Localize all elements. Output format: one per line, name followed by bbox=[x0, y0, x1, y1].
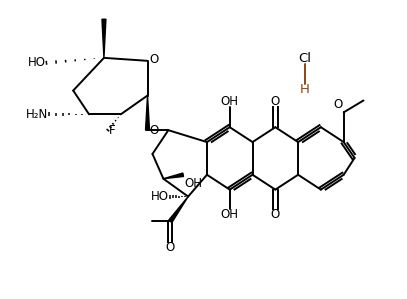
Text: OH: OH bbox=[221, 95, 239, 108]
Text: O: O bbox=[271, 95, 280, 108]
Text: O: O bbox=[271, 208, 280, 222]
Text: F: F bbox=[109, 124, 116, 137]
Text: HO: HO bbox=[28, 56, 46, 69]
Text: HO: HO bbox=[151, 190, 169, 203]
Text: H₂N: H₂N bbox=[26, 108, 48, 121]
Text: OH: OH bbox=[221, 208, 239, 222]
Text: O: O bbox=[166, 241, 175, 254]
Polygon shape bbox=[163, 173, 184, 179]
Text: H: H bbox=[300, 83, 310, 96]
Text: O: O bbox=[333, 98, 343, 111]
Text: O: O bbox=[149, 124, 159, 137]
Text: OH: OH bbox=[184, 177, 202, 190]
Text: Cl: Cl bbox=[299, 52, 311, 65]
Polygon shape bbox=[169, 196, 188, 222]
Text: O: O bbox=[149, 53, 159, 66]
Polygon shape bbox=[146, 95, 149, 130]
Polygon shape bbox=[102, 19, 106, 58]
